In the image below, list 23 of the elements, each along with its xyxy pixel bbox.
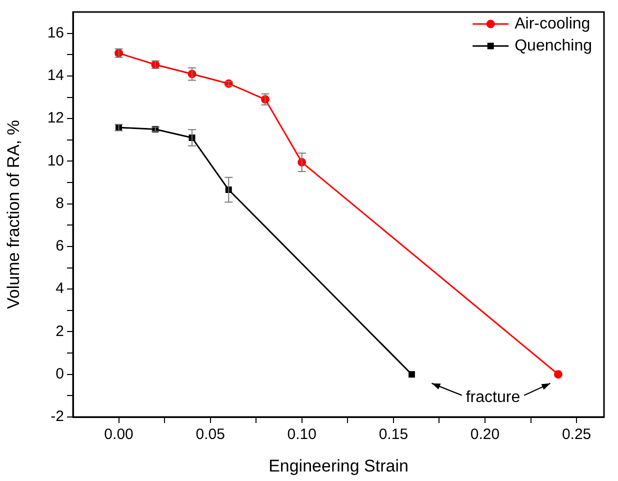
y-tick-label: 8	[56, 194, 64, 212]
x-axis-title: Engineering Strain	[268, 456, 408, 476]
x-tick-label: 0.25	[562, 426, 592, 444]
x-tick-label: 0.00	[104, 426, 134, 444]
y-tick-label: 0	[56, 366, 64, 383]
legend-label: Air-cooling	[514, 15, 590, 32]
y-tick-label: 14	[47, 67, 64, 84]
legend-label: Quenching	[514, 37, 592, 54]
y-tick-label: -2	[50, 408, 64, 426]
x-tick-label: 0.10	[287, 426, 316, 444]
y-tick-label: 10	[47, 152, 64, 170]
y-tick-label: 4	[56, 280, 64, 298]
y-tick-label: 2	[56, 322, 64, 340]
x-tick-label: 0.20	[470, 426, 500, 444]
point	[408, 371, 415, 378]
y-tick-label: 6	[56, 238, 64, 255]
y-tick-label: 16	[47, 24, 64, 42]
y-tick-label: 12	[47, 110, 64, 127]
x-tick-label: 0.15	[378, 426, 408, 444]
point	[554, 370, 562, 379]
annotation: fracture	[466, 388, 520, 406]
y-axis-title: Volume fraction of RA, %	[4, 120, 23, 309]
x-tick-label: 0.05	[196, 426, 225, 444]
